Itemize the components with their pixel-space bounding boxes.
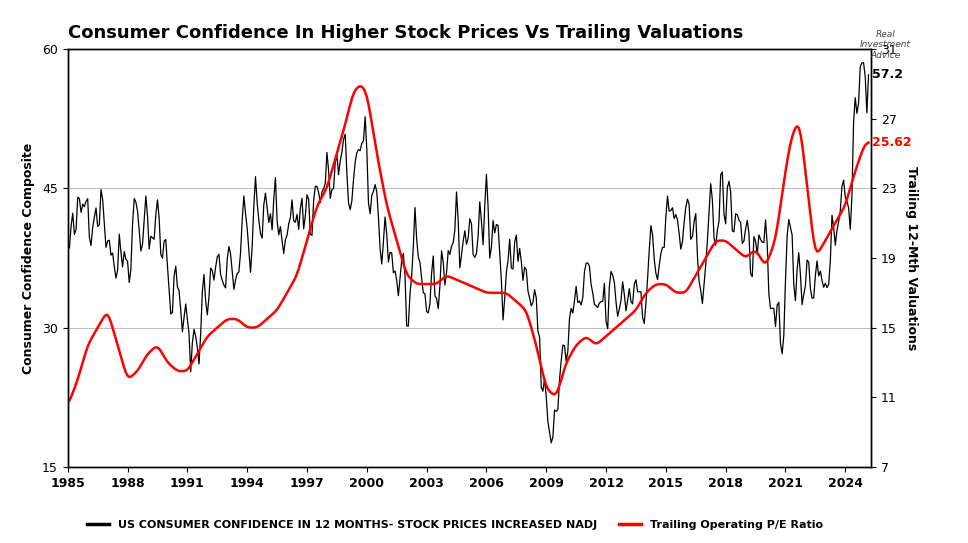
Y-axis label: Consumer Confidence Composite: Consumer Confidence Composite (22, 142, 35, 374)
Text: Consumer Confidence In Higher Stock Prices Vs Trailing Valuations: Consumer Confidence In Higher Stock Pric… (68, 24, 743, 42)
Text: 57.2: 57.2 (872, 68, 903, 81)
Legend: US CONSUMER CONFIDENCE IN 12 MONTHS- STOCK PRICES INCREASED NADJ, Trailing Opera: US CONSUMER CONFIDENCE IN 12 MONTHS- STO… (82, 516, 828, 535)
Text: Real
Investment
Advice: Real Investment Advice (861, 30, 911, 60)
Text: 25.62: 25.62 (872, 136, 912, 149)
Y-axis label: Trailing 12-Mth Valuations: Trailing 12-Mth Valuations (905, 166, 918, 350)
